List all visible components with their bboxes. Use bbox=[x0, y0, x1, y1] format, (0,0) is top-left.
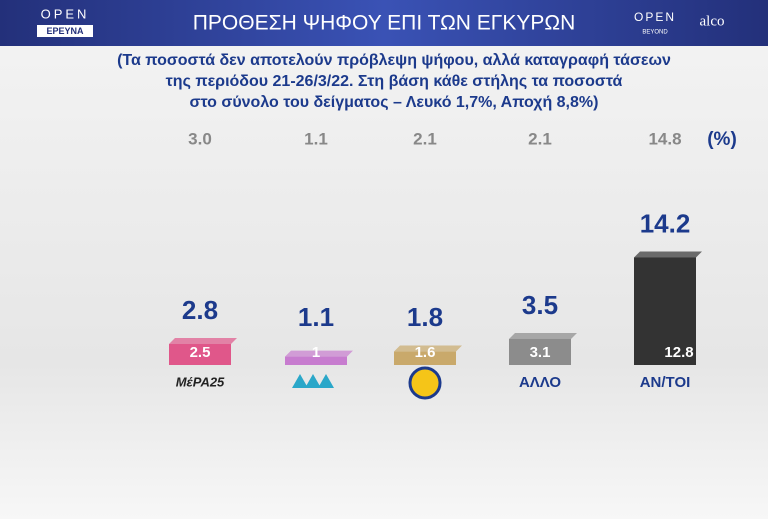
bar-value: 12.8 bbox=[664, 344, 693, 361]
previous-label: 14.8 bbox=[648, 129, 681, 148]
bar-value: 2.5 bbox=[190, 344, 211, 361]
logo-circle bbox=[408, 366, 442, 400]
title: ΠΡΟΘΕΣΗ ΨΗΦΟΥ ΕΠΙ ΤΩΝ ΕΓΚΥΡΩΝ bbox=[193, 12, 575, 35]
previous-label: 1.1 bbox=[304, 129, 328, 148]
logo-triangles bbox=[292, 374, 334, 388]
total-label: 1.1 bbox=[298, 302, 334, 332]
bar-top bbox=[169, 338, 237, 344]
total-label: 3.5 bbox=[522, 290, 558, 320]
logo-alco: alco bbox=[700, 13, 725, 29]
bar-top bbox=[285, 350, 353, 357]
logo-box bbox=[37, 25, 93, 37]
previous-label: 2.1 bbox=[528, 129, 552, 148]
logo-open-beyond: OPEN bbox=[634, 10, 676, 24]
bar bbox=[509, 338, 571, 365]
bar bbox=[634, 257, 696, 365]
category-label: ΑΛΛΟ bbox=[519, 374, 561, 391]
header-band bbox=[0, 0, 768, 46]
bar-value: 3.1 bbox=[530, 344, 551, 361]
category-label: ΜέΡΑ25 bbox=[176, 374, 225, 389]
bar-value: 1.6 bbox=[415, 344, 436, 361]
subtitle: (Τα ποσοστά δεν αποτελούν πρόβλεψη ψήφου… bbox=[117, 52, 671, 69]
bar bbox=[394, 351, 456, 365]
logo-beyond: BEYOND bbox=[642, 30, 668, 36]
subtitle: στο σύνολο του δείγματος – Λευκό 1,7%, Α… bbox=[190, 94, 599, 111]
total-label: 14.2 bbox=[640, 208, 691, 238]
bar-top bbox=[509, 332, 577, 339]
bar-value: 1 bbox=[312, 344, 320, 361]
bar bbox=[169, 344, 231, 365]
category-label: ΑΝ/ΤΟΙ bbox=[640, 374, 691, 391]
previous-label: 3.0 bbox=[188, 129, 212, 148]
unit: (%) bbox=[707, 129, 737, 150]
bar-top bbox=[634, 251, 702, 258]
total-label: 1.8 bbox=[407, 302, 443, 332]
previous-label: 2.1 bbox=[413, 129, 437, 148]
total-label: 2.8 bbox=[182, 295, 218, 325]
bar-top bbox=[394, 345, 462, 352]
subtitle: της περιόδου 21-26/3/22. Στη βάση κάθε σ… bbox=[166, 73, 623, 90]
bar bbox=[285, 356, 347, 365]
logo-erevna: ΕΡΕΥΝΑ bbox=[46, 26, 84, 36]
logo-open: OPEN bbox=[41, 6, 90, 21]
